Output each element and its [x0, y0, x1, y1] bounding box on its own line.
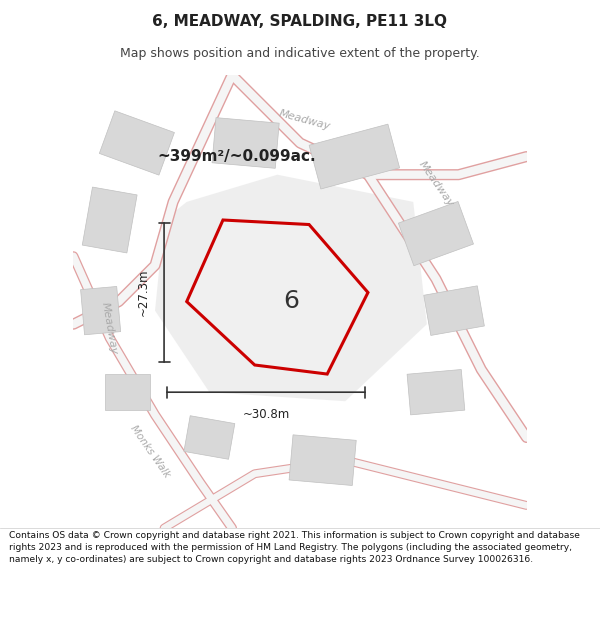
Polygon shape	[407, 369, 465, 415]
Polygon shape	[289, 435, 356, 486]
Text: Contains OS data © Crown copyright and database right 2021. This information is : Contains OS data © Crown copyright and d…	[9, 531, 580, 564]
Text: ~399m²/~0.099ac.: ~399m²/~0.099ac.	[157, 149, 316, 164]
Polygon shape	[424, 286, 484, 336]
Polygon shape	[82, 187, 137, 253]
Text: ~27.3m: ~27.3m	[137, 269, 150, 316]
Polygon shape	[155, 174, 427, 401]
Polygon shape	[398, 201, 473, 266]
Text: ~30.8m: ~30.8m	[242, 408, 290, 421]
Polygon shape	[187, 220, 368, 374]
Polygon shape	[80, 286, 121, 335]
Polygon shape	[100, 111, 175, 175]
Text: Meadway: Meadway	[278, 109, 331, 132]
Polygon shape	[309, 124, 400, 189]
Polygon shape	[105, 374, 151, 410]
Text: 6, MEADWAY, SPALDING, PE11 3LQ: 6, MEADWAY, SPALDING, PE11 3LQ	[152, 14, 448, 29]
Polygon shape	[212, 118, 279, 168]
Text: 6: 6	[284, 289, 299, 312]
Text: Meadway: Meadway	[416, 159, 455, 208]
Text: Map shows position and indicative extent of the property.: Map shows position and indicative extent…	[120, 48, 480, 61]
Polygon shape	[184, 416, 235, 459]
Text: Monks Walk: Monks Walk	[129, 423, 172, 479]
Text: Meadway: Meadway	[100, 302, 119, 356]
